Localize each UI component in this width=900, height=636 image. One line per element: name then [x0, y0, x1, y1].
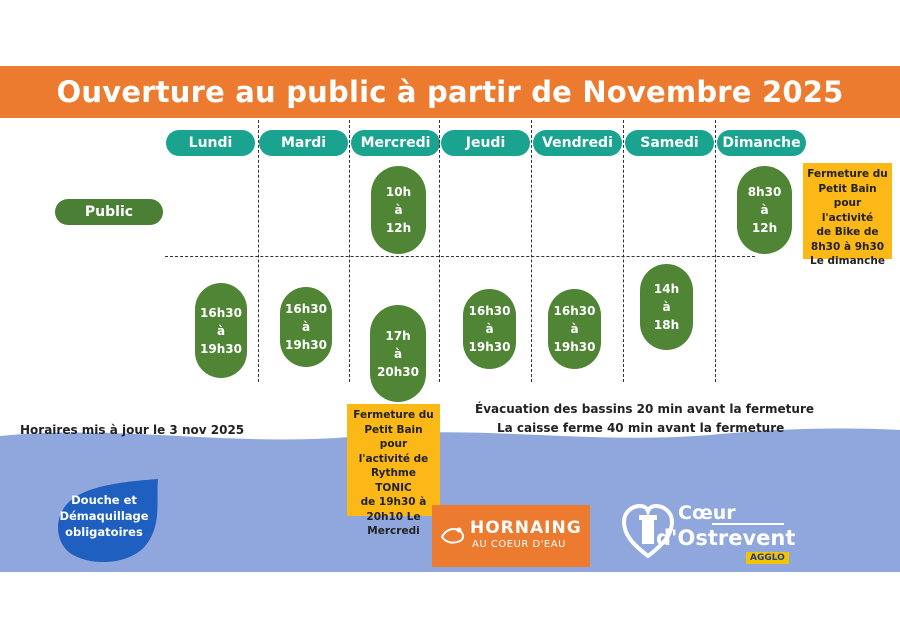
- updated-date: Horaires mis à jour le 3 nov 2025: [20, 423, 245, 437]
- note-line: pour l'activité: [821, 197, 874, 224]
- note-line: Petit Bain: [818, 182, 877, 195]
- note-line: Petit Bain pour: [364, 423, 423, 451]
- slot-end: 19h30: [200, 341, 242, 356]
- slot-samedi-apres-midi: 14h à 18h: [640, 264, 693, 350]
- note-dimanche: Fermeture du Petit Bain pour l'activité …: [803, 163, 892, 267]
- slot-sep: à: [662, 300, 671, 314]
- note-mercredi: Fermeture du Petit Bain pour l'activité …: [347, 404, 440, 537]
- slot-start: 16h30: [200, 305, 242, 320]
- slot-end: 12h: [385, 221, 412, 235]
- note-line: de 19h30 à: [360, 496, 427, 508]
- info-caisse: La caisse ferme 40 min avant la fermetur…: [497, 421, 785, 435]
- day-header-mardi: Mardi: [259, 130, 348, 156]
- hornaing-name: HORNAING: [470, 518, 582, 538]
- note-line: Rythme TONIC: [370, 467, 416, 494]
- slot-sep: à: [394, 203, 403, 217]
- logo-underline: [712, 523, 784, 525]
- slot-dimanche-matin: 8h30 à 12h: [737, 166, 792, 254]
- slot-start: 16h30: [553, 304, 596, 318]
- hygiene-line: Douche et: [71, 493, 137, 507]
- hygiene-notice: Douche et Démaquillage obligatoires: [52, 492, 156, 540]
- slot-lundi-soir: 16h30 à 19h30: [195, 283, 247, 378]
- slot-mardi-soir: 16h30 à 19h30: [280, 287, 332, 367]
- day-header-dimanche: Dimanche: [717, 130, 806, 156]
- logo-coeur-ostrevent: Cœur d'Ostrevent AGGLO: [620, 496, 795, 566]
- grid-divider: [439, 120, 440, 382]
- slot-mercredi-soir: 17h à 20h30: [370, 305, 426, 402]
- slot-sep: à: [301, 320, 311, 334]
- slot-jeudi-soir: 16h30 à 19h30: [463, 289, 516, 369]
- hornaing-tagline: AU COEUR D'EAU: [472, 539, 566, 550]
- day-header-samedi: Samedi: [625, 130, 714, 156]
- note-line: Fermeture du: [353, 409, 434, 421]
- page-title: Ouverture au public à partir de Novembre…: [0, 66, 900, 118]
- note-line: l'activité de: [358, 452, 429, 465]
- row-label-public: Public: [55, 199, 163, 225]
- info-evacuation: Évacuation des bassins 20 min avant la f…: [475, 402, 815, 416]
- slot-sep: à: [485, 322, 494, 336]
- note-line: 8h30 à 9h30: [810, 240, 885, 253]
- note-line: Fermeture du: [807, 168, 888, 180]
- hygiene-line: Démaquillage: [59, 509, 149, 523]
- drop-icon: [58, 479, 158, 563]
- note-line: 20h10 Le: [366, 510, 421, 523]
- note-line: de Bike de: [816, 226, 879, 238]
- grid-divider: [349, 120, 350, 382]
- grid-row-divider: [165, 256, 755, 257]
- slot-end: 19h30: [468, 340, 511, 354]
- swim-icon: [440, 527, 464, 544]
- grid-divider: [623, 120, 624, 382]
- slot-start: 8h30: [747, 185, 782, 199]
- day-header-lundi: Lundi: [166, 130, 255, 156]
- slot-start: 16h30: [285, 302, 327, 316]
- coeur-tag: AGGLO: [746, 552, 789, 564]
- wave-shape: [0, 428, 900, 444]
- hygiene-line: obligatoires: [65, 525, 143, 539]
- slot-start: 17h: [385, 328, 411, 343]
- slot-start: 16h30: [468, 304, 511, 318]
- slot-mercredi-matin: 10h à 12h: [371, 166, 426, 254]
- slot-end: 12h: [751, 221, 778, 235]
- coeur-line2: d'Ostrevent: [656, 526, 796, 550]
- day-header-mercredi: Mercredi: [351, 130, 440, 156]
- grid-divider: [531, 120, 532, 382]
- slot-vendredi-soir: 16h30 à 19h30: [548, 289, 601, 369]
- note-line: Mercredi: [367, 525, 420, 537]
- slot-end: 18h: [653, 318, 680, 332]
- heart-tower-icon: [622, 503, 674, 558]
- logo-hornaing: HORNAING AU COEUR D'EAU: [432, 505, 590, 567]
- slot-sep: à: [760, 203, 769, 217]
- slot-sep: à: [216, 323, 226, 338]
- slot-sep: à: [570, 322, 579, 336]
- coeur-line1: Cœur: [678, 502, 736, 524]
- day-header-vendredi: Vendredi: [533, 130, 622, 156]
- slot-end: 20h30: [377, 364, 419, 379]
- slot-sep: à: [393, 346, 403, 361]
- slot-start: 10h: [385, 185, 412, 199]
- note-line: Le dimanche: [810, 255, 885, 267]
- grid-divider: [715, 120, 716, 382]
- slot-end: 19h30: [553, 340, 596, 354]
- day-header-jeudi: Jeudi: [441, 130, 530, 156]
- slot-start: 14h: [653, 282, 680, 296]
- grid-divider: [258, 120, 259, 382]
- slot-end: 19h30: [285, 338, 327, 352]
